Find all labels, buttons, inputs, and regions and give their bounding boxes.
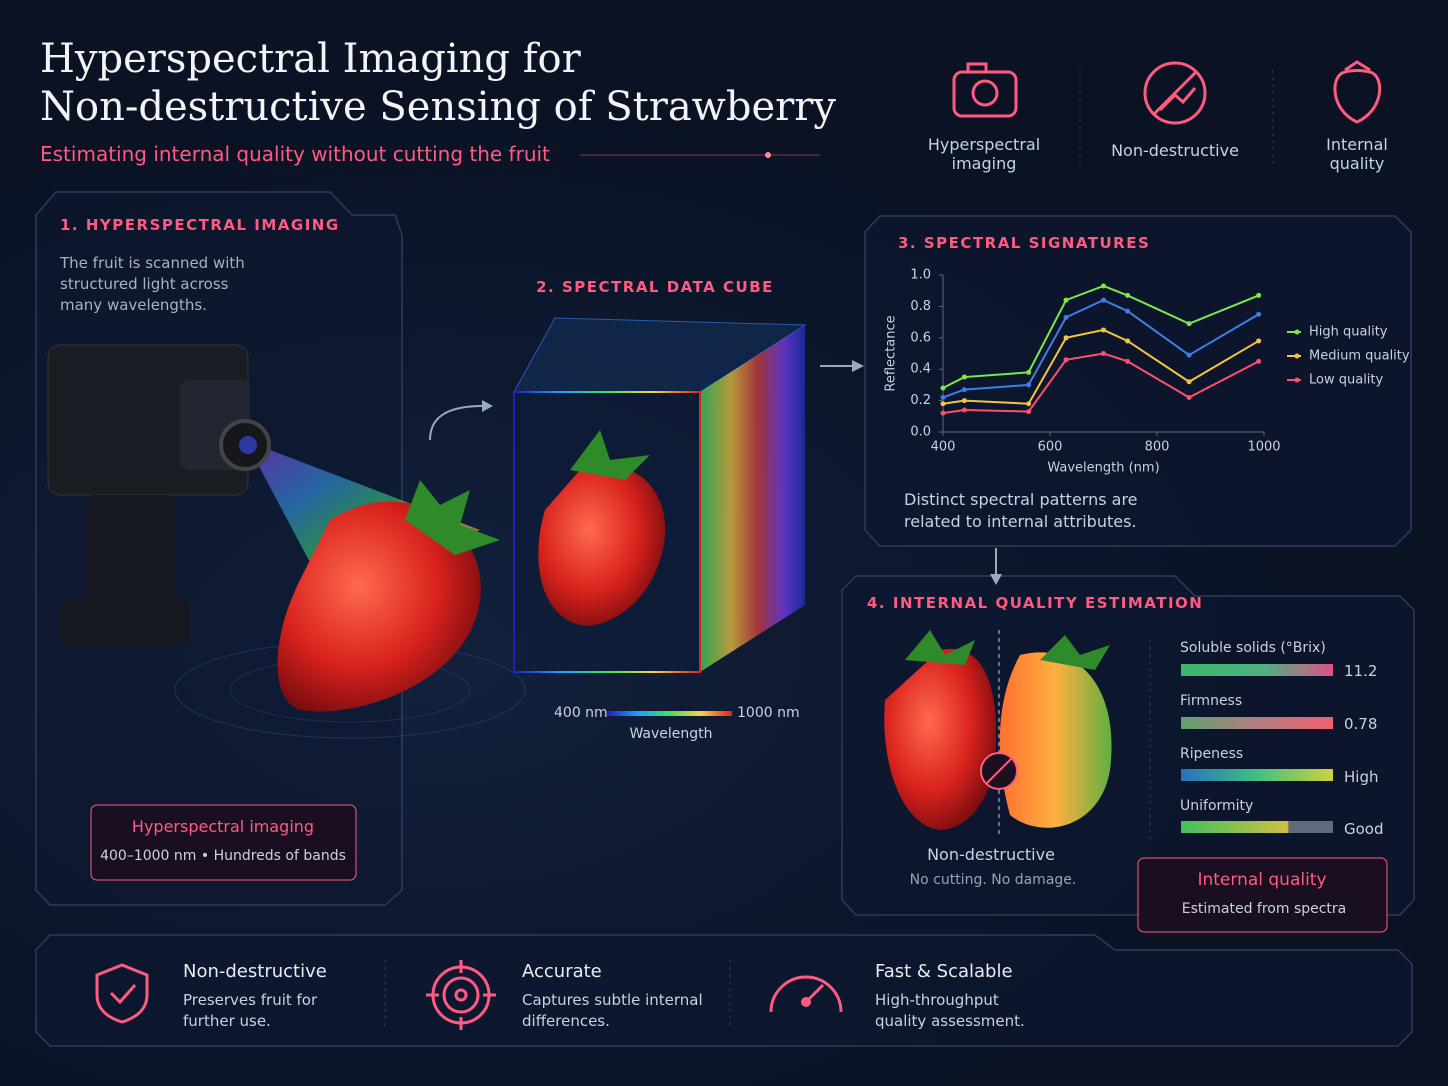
data-point	[1101, 283, 1106, 289]
y-tick-label: 0.4	[910, 362, 931, 377]
metric-value: High	[1344, 768, 1379, 786]
axis-label: Wavelength	[629, 726, 713, 742]
feature-label: Non-destructive	[1111, 141, 1239, 160]
data-point	[940, 401, 946, 407]
metric-name: Firmness	[1180, 693, 1243, 709]
data-point	[1256, 338, 1262, 344]
benefit-title: Fast & Scalable	[875, 961, 1013, 982]
data-point	[1063, 357, 1069, 363]
legend-swatch	[1294, 329, 1300, 335]
x-tick-label: 800	[1145, 440, 1170, 455]
data-point	[1186, 394, 1192, 400]
badge-text: Estimated from spectra	[1181, 901, 1347, 917]
data-point	[961, 387, 967, 393]
data-point	[1101, 351, 1106, 356]
metric-name: Uniformity	[1180, 798, 1254, 814]
data-point	[1125, 308, 1131, 314]
data-point	[940, 385, 946, 391]
benefit-text: Captures subtle internal differences.	[522, 991, 703, 1030]
badge-title: Hyperspectral imaging	[131, 817, 315, 836]
range-label: 400 nm	[554, 705, 608, 721]
panel-heading: 2. SPECTRAL DATA CUBE	[536, 278, 774, 296]
badge-title: Internal quality	[1197, 870, 1327, 890]
data-point	[1026, 401, 1032, 407]
y-axis-label: Reflectance	[884, 315, 899, 391]
series-line	[942, 352, 1260, 415]
data-point	[1186, 379, 1192, 385]
data-point	[940, 410, 946, 416]
metric-value: 0.78	[1344, 715, 1378, 733]
data-point	[1026, 382, 1032, 388]
title: Hyperspectral Imaging for	[40, 36, 581, 82]
panel-heading: 1. HYPERSPECTRAL IMAGING	[60, 216, 340, 234]
series-line	[942, 299, 1260, 399]
y-tick-label: 0.8	[910, 299, 931, 314]
feature-label: Internal quality	[1326, 135, 1388, 173]
feature-label: Hyperspectral imaging	[927, 135, 1041, 173]
x-tick-label: 1000	[1247, 440, 1280, 455]
x-tick-label: 400	[931, 440, 956, 455]
x-tick-label: 600	[1038, 440, 1063, 455]
data-point	[961, 374, 967, 380]
data-point	[961, 407, 967, 413]
data-point	[1101, 327, 1106, 333]
data-point	[1063, 335, 1069, 341]
data-point	[1125, 292, 1131, 298]
y-tick-label: 0.6	[910, 330, 931, 345]
range-label: 1000 nm	[737, 705, 800, 721]
data-point	[961, 398, 967, 404]
data-point	[1063, 314, 1069, 320]
legend-swatch	[1294, 353, 1300, 359]
series-line	[942, 284, 1260, 389]
benefit-title: Non-destructive	[183, 961, 327, 982]
legend-swatch	[1294, 377, 1300, 383]
title: Non-destructive Sensing of Strawberry	[40, 84, 837, 130]
metric-name: Soluble solids (°Brix)	[1180, 640, 1326, 656]
split-note: No cutting. No damage.	[909, 872, 1077, 888]
metric-value: 11.2	[1344, 662, 1378, 680]
data-point	[1125, 338, 1131, 344]
data-point	[940, 394, 946, 400]
badge-text: 400–1000 nm • Hundreds of bands	[100, 848, 346, 864]
split-label: Non-destructive	[927, 845, 1055, 864]
y-tick-label: 0.2	[910, 393, 931, 408]
y-tick-label: 1.0	[910, 268, 931, 283]
benefit-text: High-throughput quality assessment.	[875, 991, 1025, 1030]
data-point	[1256, 311, 1262, 317]
metric-value: Good	[1344, 820, 1384, 838]
panel-text: The fruit is scanned with structured lig…	[60, 254, 245, 314]
data-point	[1125, 358, 1131, 364]
data-point	[1026, 369, 1032, 375]
data-point	[1256, 292, 1262, 298]
y-tick-label: 0.0	[910, 425, 931, 440]
panel-heading: 4. INTERNAL QUALITY ESTIMATION	[867, 594, 1204, 612]
data-point	[1063, 297, 1069, 303]
chart-caption: Distinct spectral patterns are related t…	[904, 490, 1138, 531]
series-line	[942, 328, 1260, 405]
chart-title: 3. SPECTRAL SIGNATURES	[898, 234, 1151, 252]
data-point	[1101, 297, 1106, 303]
legend-label: High quality	[1309, 325, 1388, 340]
legend-label: Medium quality	[1309, 349, 1410, 364]
legend-label: Low quality	[1309, 373, 1384, 388]
metric-name: Ripeness	[1180, 746, 1244, 762]
benefit-text: Preserves fruit for further use.	[183, 991, 318, 1030]
benefit-title: Accurate	[522, 961, 602, 982]
data-point	[1256, 358, 1262, 364]
x-axis-label: Wavelength (nm)	[1047, 461, 1159, 476]
data-point	[1026, 409, 1032, 415]
data-point	[1186, 352, 1192, 358]
subtitle: Estimating internal quality without cutt…	[40, 142, 550, 166]
data-point	[1186, 321, 1192, 327]
